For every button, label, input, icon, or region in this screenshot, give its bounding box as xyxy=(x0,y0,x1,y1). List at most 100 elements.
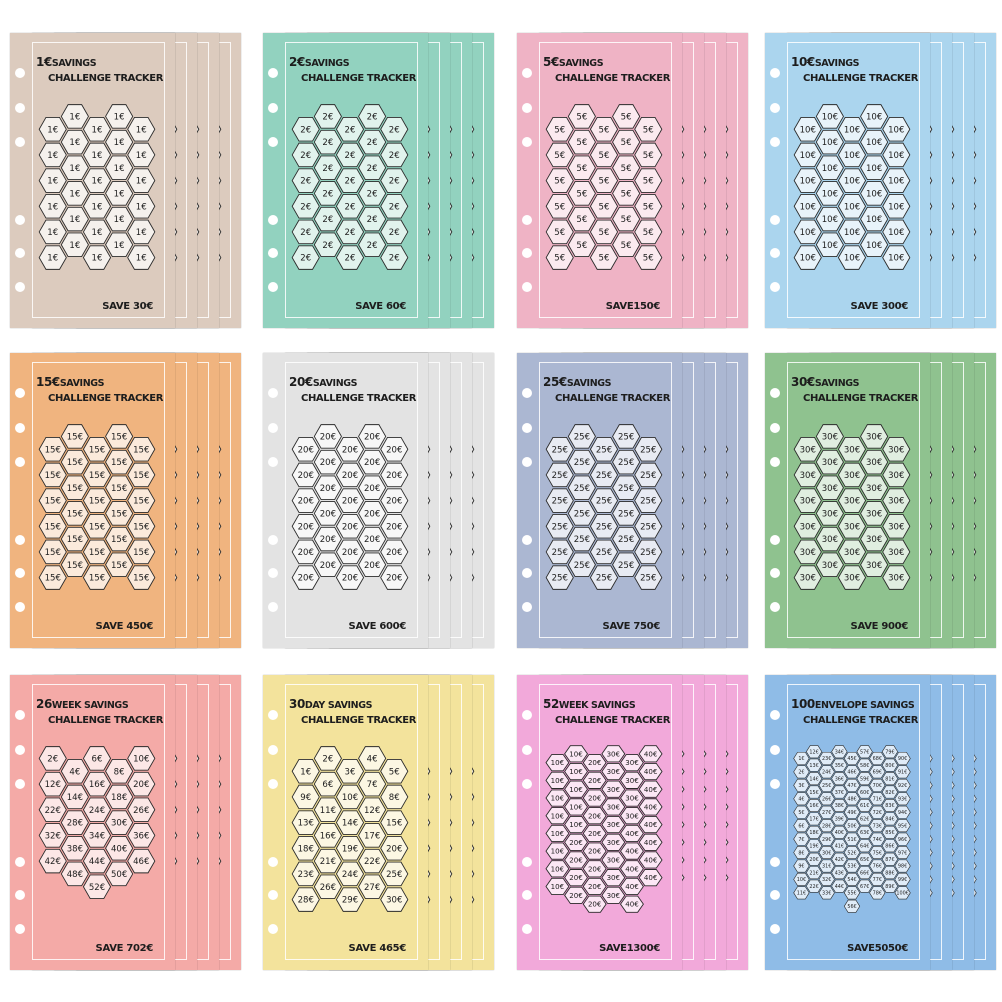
hexagon-shape xyxy=(335,513,365,539)
savings-hexagon: 24€ xyxy=(335,861,365,887)
savings-hexagon: 22€ xyxy=(805,879,823,893)
savings-hexagon: 2€ xyxy=(313,129,342,155)
binder-hole xyxy=(522,423,532,433)
savings-hexagon: 56€ xyxy=(843,899,861,913)
savings-hexagon: 93€ xyxy=(894,792,911,806)
savings-hexagon: 4€ xyxy=(793,792,810,806)
card-title-line2: CHALLENGE TRACKER xyxy=(301,393,416,404)
hexagon-amount: 4€ xyxy=(367,755,378,765)
savings-hexagon: 15€ xyxy=(60,526,89,552)
savings-hexagon: 40€ xyxy=(105,835,134,861)
hexagon-shape xyxy=(60,526,89,552)
binder-hole xyxy=(268,282,278,292)
savings-hexagon: 10€ xyxy=(793,142,822,168)
hexagon-amount: 13€ xyxy=(298,819,314,829)
hexagon-shape xyxy=(358,104,387,129)
hexagon-amount: 2€ xyxy=(389,228,400,238)
hexagon-amount: 56€ xyxy=(847,904,856,910)
savings-hexagon: 5€ xyxy=(612,155,641,181)
savings-hexagon: 63€ xyxy=(856,825,873,839)
savings-hexagon: 25€ xyxy=(545,488,574,513)
hexagon-amount: 97€ xyxy=(898,850,907,856)
hexagon-amount: 93€ xyxy=(898,797,907,803)
hexagon-amount: 20€ xyxy=(342,574,358,584)
hexagon-shape xyxy=(634,219,663,245)
hexagon-amount: 20€ xyxy=(588,882,602,891)
hexagon-amount: 30€ xyxy=(866,561,882,571)
savings-hexagon: 10€ xyxy=(860,129,889,155)
hexagon-amount: 8€ xyxy=(798,850,804,856)
inner-border xyxy=(32,42,165,318)
savings-hexagon: 10€ xyxy=(837,219,867,245)
hexagon-amount: 30€ xyxy=(822,484,838,494)
hexagon-amount: 1€ xyxy=(136,254,147,264)
hexagon-amount: 24€ xyxy=(822,770,831,776)
hexagon-amount: 2€ xyxy=(389,254,400,264)
hexagon-shape xyxy=(127,513,156,539)
savings-hexagon: 30€ xyxy=(793,488,822,513)
binder-hole xyxy=(522,457,532,467)
savings-hexagon: 5€ xyxy=(380,758,409,784)
binder-hole xyxy=(15,602,25,612)
hexagon-shape xyxy=(38,219,67,245)
hexagon-amount: 45€ xyxy=(847,756,856,762)
savings-hexagon: 1€ xyxy=(38,245,67,270)
savings-hexagon: 100€ xyxy=(894,886,911,900)
binder-hole xyxy=(770,215,780,225)
savings-hexagon: 30€ xyxy=(815,449,844,475)
savings-hexagon: 64€ xyxy=(856,839,873,853)
savings-hexagon: 10€ xyxy=(793,193,822,219)
hexagon-amount: 30€ xyxy=(822,433,838,443)
hexagon-amount: 2€ xyxy=(389,202,400,212)
savings-hexagon: 26€ xyxy=(313,874,342,900)
hexagon-shape xyxy=(612,155,641,181)
hexagon-amount: 11€ xyxy=(797,891,806,897)
tracker-card-front: 30€SAVINGS CHALLENGE TRACKER 30€ 30€ 30€ 30€ 3… xyxy=(765,353,930,648)
savings-hexagon: 18€ xyxy=(291,835,320,861)
hexagon-shape xyxy=(567,232,596,258)
savings-hexagon: 28€ xyxy=(60,810,89,835)
savings-hexagon: 25€ xyxy=(634,488,663,513)
hexagon-amount: 5€ xyxy=(554,151,565,161)
tracker-card-stack: 10€SAVINGS CHALLENGE TRACKER 10€ 10€ 10€ 10€ 1… xyxy=(765,33,1002,333)
hexagon-amount: 20€ xyxy=(342,471,358,481)
binder-hole xyxy=(770,890,780,900)
hexagon-amount: 35€ xyxy=(835,763,844,769)
hexagon-amount: 20€ xyxy=(588,900,602,909)
binder-hole xyxy=(770,248,780,258)
hexagon-amount: 10€ xyxy=(888,151,904,161)
savings-hexagon: 1€ xyxy=(105,181,134,206)
card-title-line2: CHALLENGE TRACKER xyxy=(555,73,670,84)
savings-hexagon: 30€ xyxy=(619,807,644,825)
hexagon-shape xyxy=(313,526,342,552)
savings-hexagon: 5€ xyxy=(545,219,574,245)
savings-hexagon: 20€ xyxy=(291,436,320,462)
hexagon-amount: 2€ xyxy=(367,241,378,251)
hexagon-shape xyxy=(589,539,619,565)
savings-hexagon: 47€ xyxy=(843,778,861,792)
hexagon-shape xyxy=(60,475,89,501)
savings-hexagon: 5€ xyxy=(612,232,641,258)
hexagon-amount: 57€ xyxy=(860,749,869,755)
savings-hexagon: 30€ xyxy=(815,475,844,501)
savings-hexagon: 10€ xyxy=(564,780,589,798)
savings-hexagon: 27€ xyxy=(358,874,387,900)
hexagon-amount: 30€ xyxy=(800,471,816,481)
binder-hole xyxy=(522,710,532,720)
hexagon-amount: 30€ xyxy=(800,574,816,584)
hexagon-amount: 17€ xyxy=(809,817,818,823)
savings-hexagon: 20€ xyxy=(358,526,387,552)
binder-hole xyxy=(522,68,532,78)
hexagon-amount: 63€ xyxy=(860,830,869,836)
hexagon-amount: 1€ xyxy=(47,125,58,135)
hexagon-amount: 7€ xyxy=(367,780,378,790)
hexagon-amount: 2€ xyxy=(345,151,356,161)
savings-hexagon: 10€ xyxy=(564,798,589,816)
savings-hexagon: 1€ xyxy=(82,245,112,270)
hexagon-amount: 10€ xyxy=(822,138,838,148)
savings-hexagon: 62€ xyxy=(856,812,873,826)
savings-hexagon: 2€ xyxy=(313,746,342,771)
hexagon-shape xyxy=(291,513,320,539)
hexagon-amount: 25€ xyxy=(640,471,656,481)
savings-hexagon: 44€ xyxy=(82,848,112,874)
